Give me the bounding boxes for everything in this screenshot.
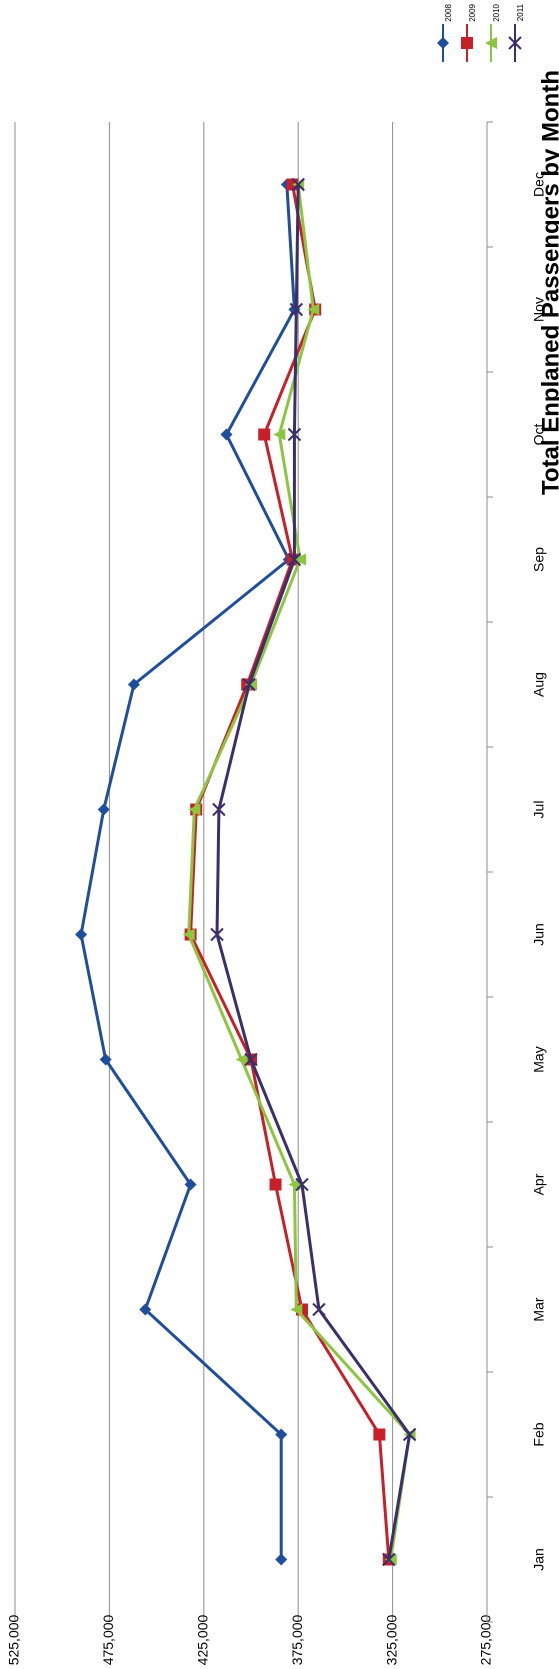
y-tick-label: 525,000 bbox=[6, 1614, 22, 1665]
point bbox=[294, 553, 307, 566]
point bbox=[212, 802, 226, 817]
point bbox=[235, 1053, 248, 1066]
point bbox=[437, 37, 449, 49]
point bbox=[290, 1303, 303, 1316]
legend-label: 2009 bbox=[468, 3, 477, 21]
point bbox=[97, 803, 110, 816]
point bbox=[245, 678, 257, 691]
point bbox=[508, 36, 522, 50]
point bbox=[75, 928, 88, 941]
series-line bbox=[187, 184, 412, 1560]
point bbox=[287, 552, 302, 567]
y-tick-label: 475,000 bbox=[100, 1614, 116, 1665]
y-tick-label: 425,000 bbox=[195, 1614, 211, 1665]
x-tick-label: Mar bbox=[531, 1297, 547, 1321]
point bbox=[312, 1302, 326, 1317]
point bbox=[182, 928, 195, 941]
x-tick-label: Apr bbox=[531, 1173, 547, 1195]
point bbox=[220, 428, 233, 441]
x-tick-label: Feb bbox=[531, 1422, 547, 1446]
legend-label: 2011 bbox=[516, 3, 525, 21]
point bbox=[295, 1177, 309, 1192]
point bbox=[210, 927, 224, 942]
x-tick-label: May bbox=[531, 1046, 547, 1072]
point bbox=[242, 677, 256, 692]
point bbox=[402, 1427, 417, 1442]
x-tick-label: Oct bbox=[531, 424, 547, 446]
point bbox=[382, 1552, 396, 1567]
x-tick-label: Nov bbox=[531, 297, 547, 322]
point bbox=[373, 1428, 386, 1441]
point bbox=[188, 803, 201, 816]
legend: 2008 2009 2010 2011 bbox=[437, 3, 525, 62]
point bbox=[275, 1428, 288, 1441]
point bbox=[275, 1553, 288, 1566]
x-tick-label: Sep bbox=[531, 547, 547, 572]
point bbox=[139, 1303, 152, 1316]
point bbox=[258, 428, 271, 441]
y-tick-label: 275,000 bbox=[478, 1614, 494, 1665]
point bbox=[485, 37, 497, 49]
point bbox=[273, 428, 286, 441]
point bbox=[288, 1178, 301, 1191]
series-line bbox=[215, 184, 412, 1560]
legend-label: 2008 bbox=[444, 3, 453, 21]
x-tick-label: Jun bbox=[531, 923, 547, 946]
point bbox=[307, 303, 320, 316]
x-tick-label: Jul bbox=[531, 801, 547, 819]
point bbox=[184, 1178, 197, 1191]
y-tick-label: 325,000 bbox=[383, 1614, 399, 1665]
point bbox=[127, 678, 140, 691]
x-tick-label: Dec bbox=[531, 172, 547, 197]
x-tick-label: Jan bbox=[531, 1548, 547, 1571]
point bbox=[291, 177, 305, 192]
point bbox=[287, 427, 302, 442]
series-line bbox=[79, 184, 296, 1560]
point bbox=[269, 1178, 282, 1191]
legend-label: 2010 bbox=[492, 3, 501, 21]
chart-title: Total Enplaned Passengers by Month bbox=[537, 70, 559, 495]
point bbox=[244, 1052, 258, 1067]
y-tick-label: 375,000 bbox=[289, 1614, 305, 1665]
x-tick-label: Aug bbox=[531, 672, 547, 697]
point bbox=[99, 1053, 112, 1066]
point bbox=[384, 1553, 397, 1566]
point bbox=[289, 302, 304, 317]
point bbox=[461, 37, 473, 49]
